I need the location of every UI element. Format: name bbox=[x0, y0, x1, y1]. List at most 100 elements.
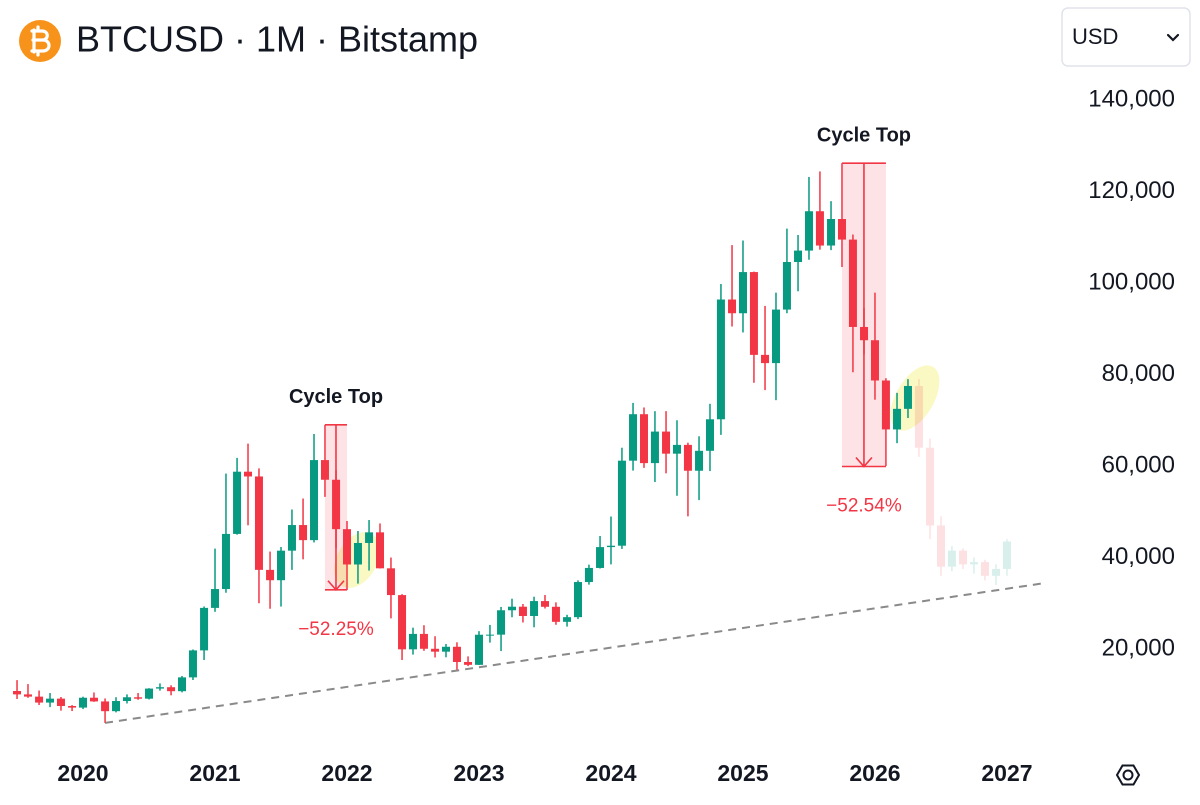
candle-body bbox=[386, 568, 395, 596]
candle-body bbox=[145, 688, 154, 699]
candle-body bbox=[122, 697, 131, 702]
annotation-label: Cycle Top bbox=[817, 124, 911, 146]
chart-title: BTCUSD · 1M · Bitstamp bbox=[76, 19, 478, 60]
candle-body bbox=[376, 532, 385, 569]
candle-body bbox=[507, 606, 516, 611]
candle-body bbox=[79, 697, 88, 708]
y-tick-label: 80,000 bbox=[1102, 360, 1175, 387]
x-tick-label: 2020 bbox=[57, 760, 108, 786]
candle-body bbox=[409, 633, 418, 650]
candle-body bbox=[870, 340, 879, 381]
candle-body bbox=[518, 606, 527, 616]
candle-body bbox=[89, 697, 98, 702]
candle-body bbox=[155, 687, 164, 689]
candle-body bbox=[959, 550, 968, 565]
candle-body bbox=[320, 460, 329, 480]
candle-body bbox=[200, 607, 209, 651]
currency-label[interactable]: USD bbox=[1072, 24, 1118, 49]
candle-body bbox=[56, 698, 65, 707]
candle-body bbox=[903, 385, 912, 409]
candle-body bbox=[551, 606, 560, 622]
candle-body bbox=[617, 460, 626, 546]
candle-body bbox=[926, 447, 935, 526]
x-tick-label: 2023 bbox=[453, 760, 504, 786]
candle-body bbox=[860, 326, 869, 341]
y-tick-label: 120,000 bbox=[1088, 177, 1175, 204]
candle-body bbox=[936, 525, 945, 567]
annotations: Cycle Top −52.25% Cycle Top −52.54% bbox=[289, 124, 911, 639]
candle-body bbox=[761, 354, 770, 364]
candle-body bbox=[650, 431, 659, 464]
x-tick-label: 2024 bbox=[585, 760, 636, 786]
candle-body bbox=[606, 545, 615, 548]
candle-body bbox=[738, 272, 747, 314]
candle-body bbox=[672, 444, 681, 454]
bitcoin-icon bbox=[19, 20, 61, 62]
candle-body bbox=[68, 706, 77, 708]
candle-body bbox=[254, 476, 263, 570]
candle-body bbox=[475, 634, 484, 665]
currency-select[interactable]: USD bbox=[1061, 7, 1191, 67]
candle-body bbox=[343, 529, 352, 565]
candle-body bbox=[112, 701, 121, 712]
candle-body bbox=[596, 547, 605, 568]
candle-body bbox=[881, 380, 890, 430]
candles bbox=[914, 379, 1011, 585]
candle-body bbox=[134, 697, 143, 699]
candle-body bbox=[695, 450, 704, 471]
candle-body bbox=[969, 562, 978, 565]
highlight bbox=[890, 365, 940, 431]
candle-body bbox=[662, 431, 671, 454]
candle-body bbox=[563, 617, 572, 622]
candle-body bbox=[188, 650, 197, 678]
candle-body bbox=[35, 696, 44, 703]
candle-body bbox=[46, 698, 55, 703]
candles bbox=[13, 163, 912, 723]
candle-body bbox=[452, 646, 461, 663]
candle-body bbox=[211, 589, 220, 608]
candle-body bbox=[914, 385, 923, 448]
candle-body bbox=[584, 567, 593, 583]
candle-body bbox=[705, 419, 714, 451]
candle-body bbox=[167, 687, 176, 692]
y-tick-label: 140,000 bbox=[1088, 85, 1175, 112]
candle-body bbox=[442, 646, 451, 652]
candle-body bbox=[178, 677, 187, 692]
candle-body bbox=[530, 601, 539, 616]
candle-body bbox=[13, 691, 22, 695]
candle-body bbox=[101, 701, 110, 712]
candle-body bbox=[827, 219, 836, 246]
candle-body bbox=[947, 550, 956, 567]
candle-body bbox=[629, 414, 638, 461]
candle-body bbox=[815, 211, 824, 246]
candle-body bbox=[716, 299, 725, 420]
change-label: −52.54% bbox=[826, 496, 902, 517]
x-tick-label: 2026 bbox=[849, 760, 900, 786]
candle-body bbox=[794, 250, 803, 263]
candle-body bbox=[464, 662, 473, 665]
x-tick-label: 2025 bbox=[717, 760, 768, 786]
settings-icon[interactable] bbox=[1115, 764, 1141, 786]
x-tick-label: 2021 bbox=[189, 760, 240, 786]
candle-body bbox=[782, 262, 791, 310]
candle-body bbox=[277, 550, 286, 581]
candle-body bbox=[1002, 541, 1011, 569]
annotation-label: Cycle Top bbox=[289, 386, 383, 408]
candle-body bbox=[639, 414, 648, 464]
y-tick-label: 20,000 bbox=[1102, 634, 1175, 661]
candle-body bbox=[419, 633, 428, 649]
candle-body bbox=[980, 562, 989, 576]
candle-body bbox=[804, 211, 813, 251]
candle-body bbox=[23, 694, 32, 697]
candle-body bbox=[221, 533, 230, 590]
candle-body bbox=[573, 582, 582, 618]
candle-body bbox=[310, 460, 319, 541]
candle-body bbox=[485, 634, 494, 636]
x-tick-label: 2027 bbox=[981, 760, 1032, 786]
candle-body bbox=[398, 595, 407, 650]
y-tick-label: 100,000 bbox=[1088, 268, 1175, 295]
y-tick-label: 60,000 bbox=[1102, 451, 1175, 478]
candle-body bbox=[771, 309, 780, 364]
